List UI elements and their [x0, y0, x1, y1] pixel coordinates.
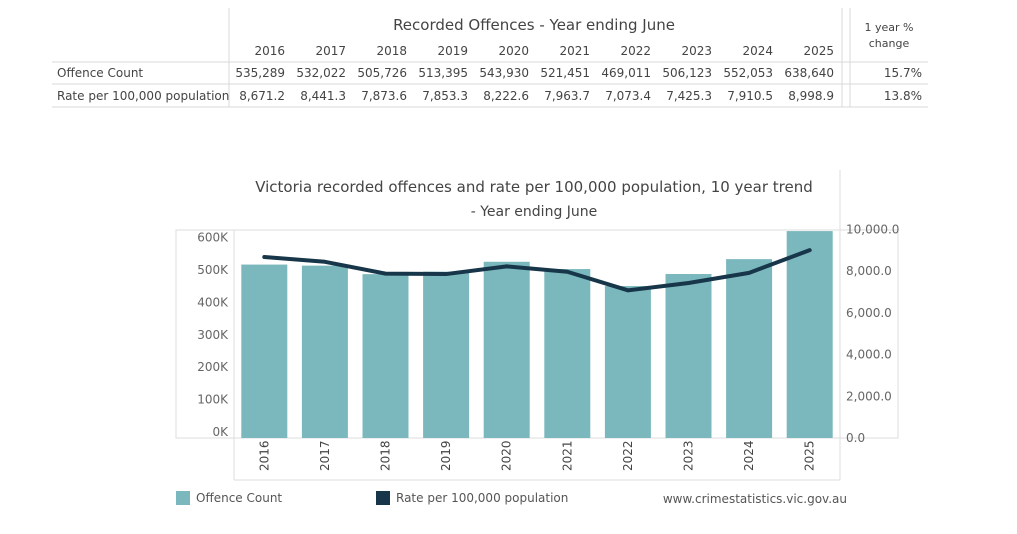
table-cell: 8,222.6 — [483, 89, 529, 103]
table-cell: 638,640 — [784, 66, 834, 80]
chart-legend: Offence Count Rate per 100,000 population — [176, 491, 568, 505]
table-year-header: 2025 — [803, 44, 834, 58]
x-axis-year-label: 2025 — [803, 440, 817, 471]
legend-swatch-offence-count — [176, 491, 190, 505]
x-axis-year-label: 2023 — [682, 440, 696, 471]
x-axis-year-label: 2019 — [439, 440, 453, 471]
x-axis-year-label: 2021 — [560, 440, 574, 471]
right-axis-tick-label: 2,000.0 — [846, 389, 892, 403]
table-cell: 8,441.3 — [300, 89, 346, 103]
offence-count-bar — [423, 271, 470, 438]
left-axis-tick-label: 400K — [197, 295, 229, 309]
left-axis-tick-label: 500K — [197, 263, 229, 277]
offence-count-bar — [544, 269, 591, 438]
right-axis-ticks: 0.0 2,000.0 4,000.0 6,000.0 8,000.0 10,000.0 — [846, 222, 899, 445]
table-row-label: Rate per 100,000 population — [57, 89, 229, 103]
table-year-header: 2020 — [498, 44, 529, 58]
table-cell: 543,930 — [479, 66, 529, 80]
right-axis-tick-label: 0.0 — [846, 431, 865, 445]
offence-count-bar — [665, 274, 712, 438]
table-cell: 8,998.9 — [788, 89, 834, 103]
table-change-cell: 15.7% — [884, 66, 922, 80]
offences-summary-table: Recorded Offences - Year ending June 1 y… — [52, 8, 928, 108]
table-cell: 505,726 — [357, 66, 407, 80]
right-axis-tick-label: 4,000.0 — [846, 348, 892, 362]
source-url: www.crimestatistics.vic.gov.au — [663, 492, 847, 506]
legend-swatch-rate — [376, 491, 390, 505]
table-row-label: Offence Count — [57, 66, 143, 80]
x-axis-year-label: 2022 — [621, 440, 635, 471]
offence-count-bar — [241, 264, 288, 438]
legend-label-offence-count: Offence Count — [196, 491, 282, 505]
x-axis-labels: 2016 2017 2018 2019 2020 2021 2022 2023 2024 2025 — [257, 440, 816, 471]
change-header-line2: change — [869, 37, 910, 50]
table-gridlines — [52, 8, 928, 108]
table-year-header: 2017 — [315, 44, 346, 58]
table-year-header: 2022 — [620, 44, 651, 58]
table-year-header: 2021 — [559, 44, 590, 58]
table-change-cell: 13.8% — [884, 89, 922, 103]
chart-subtitle: - Year ending June — [471, 204, 598, 220]
left-axis-ticks: 0K 100K 200K 300K 400K 500K 600K — [197, 231, 229, 439]
x-axis-year-label: 2020 — [500, 440, 514, 471]
x-axis-year-label: 2017 — [318, 440, 332, 471]
table-cell: 7,073.4 — [605, 89, 651, 103]
x-axis-year-label: 2018 — [379, 440, 393, 471]
table-cell: 7,853.3 — [422, 89, 468, 103]
table-year-headers: 2016 2017 2018 2019 2020 2021 2022 2023 2024 2025 — [254, 44, 834, 58]
table-cell: 7,425.3 — [666, 89, 712, 103]
offence-count-bar — [301, 265, 348, 438]
table-year-header: 2016 — [254, 44, 285, 58]
x-axis-year-label: 2016 — [257, 440, 271, 471]
left-axis-tick-label: 600K — [197, 231, 229, 245]
table-rows: Offence Count 535,289 532,022 505,726 513,39… — [57, 66, 922, 103]
plot-area-border — [175, 229, 899, 439]
offence-count-bar — [604, 286, 651, 438]
table-year-header: 2023 — [681, 44, 712, 58]
offence-count-bar — [786, 231, 833, 438]
table-cell: 513,395 — [418, 66, 468, 80]
table-cell: 7,873.6 — [361, 89, 407, 103]
left-axis-tick-label: 100K — [197, 393, 229, 407]
x-axis-year-label: 2024 — [742, 440, 756, 471]
left-axis-tick-label: 300K — [197, 328, 229, 342]
right-axis-tick-label: 10,000.0 — [846, 222, 899, 236]
change-header-line1: 1 year % — [865, 21, 914, 34]
chart-title: Victoria recorded offences and rate per … — [255, 178, 813, 196]
table-year-header: 2024 — [742, 44, 773, 58]
left-axis-tick-label: 0K — [212, 425, 229, 439]
rate-per-100k-line — [262, 248, 812, 293]
table-cell: 7,910.5 — [727, 89, 773, 103]
table-cell: 521,451 — [540, 66, 590, 80]
offence-count-bar — [362, 274, 409, 438]
chart-frame — [175, 170, 899, 481]
left-axis-tick-label: 200K — [197, 360, 229, 374]
trend-chart: Victoria recorded offences and rate per … — [175, 170, 899, 506]
table-cell: 469,011 — [601, 66, 651, 80]
table-year-header: 2019 — [437, 44, 468, 58]
table-cell: 7,963.7 — [544, 89, 590, 103]
table-year-header: 2018 — [376, 44, 407, 58]
right-axis-tick-label: 6,000.0 — [846, 306, 892, 320]
legend-label-rate: Rate per 100,000 population — [396, 491, 568, 505]
table-cell: 535,289 — [235, 66, 285, 80]
table-cell: 506,123 — [662, 66, 712, 80]
offence-count-bar — [726, 259, 773, 438]
table-cell: 8,671.2 — [239, 89, 285, 103]
offence-count-bar — [483, 261, 530, 438]
table-title: Recorded Offences - Year ending June — [393, 16, 675, 34]
table-cell: 532,022 — [296, 66, 346, 80]
table-cell: 552,053 — [723, 66, 773, 80]
rate-line-series — [262, 248, 812, 293]
right-axis-tick-label: 8,000.0 — [846, 264, 892, 278]
offence-count-bars — [241, 231, 833, 438]
